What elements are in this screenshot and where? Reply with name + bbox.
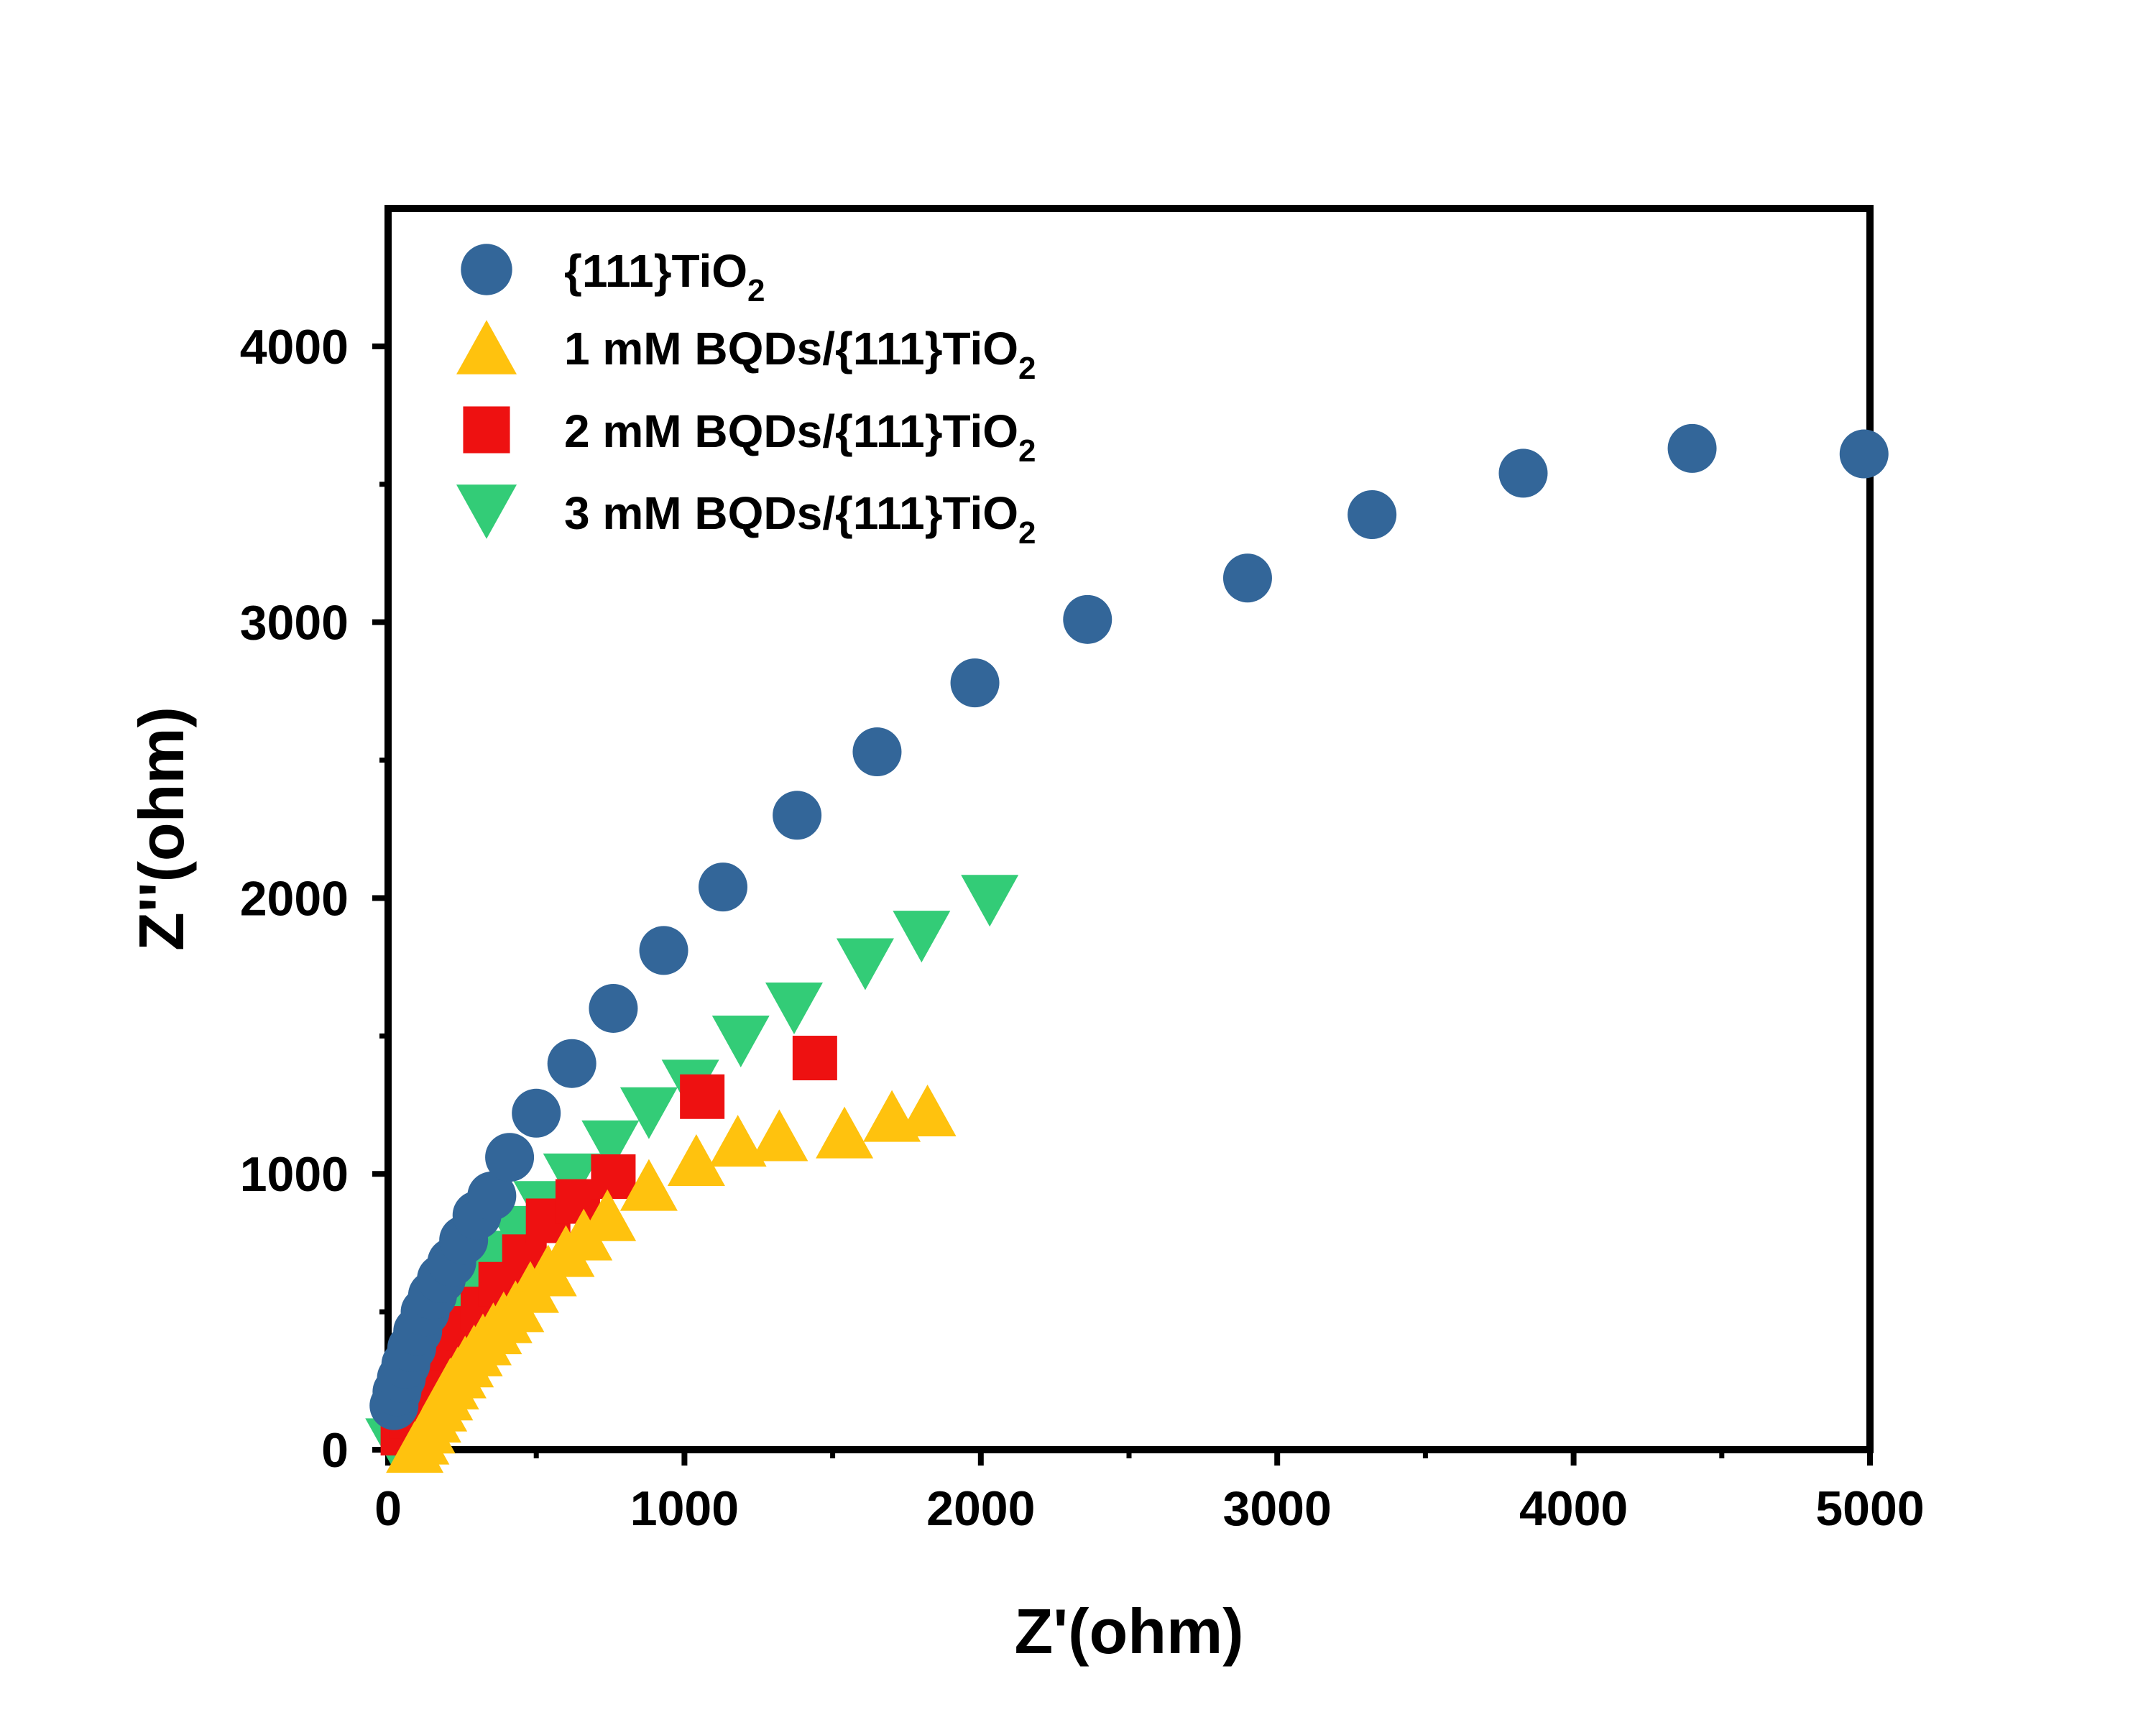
data-point (581, 1120, 640, 1172)
data-point (773, 791, 822, 840)
x-tick-label: 4000 (1519, 1481, 1628, 1536)
legend-label: 3 mM BQDs/{111}TiO2 (564, 487, 1036, 551)
data-point (619, 1159, 678, 1211)
data-point (1839, 429, 1889, 479)
x-axis-ticks: 0 1000 2000 3000 4000 5000 (374, 1450, 1925, 1536)
data-point (961, 875, 1019, 927)
legend: {111}TiO2 1 mM BQDs/{111}TiO2 2 mM BQDs/{1… (456, 244, 1036, 551)
plot-frame (384, 205, 1874, 1453)
y-tick-label: 0 (321, 1423, 349, 1478)
x-tick-label: 3000 (1223, 1481, 1332, 1536)
series-2 (386, 1084, 957, 1473)
data-point (591, 1154, 636, 1200)
x-tick-label: 0 (374, 1481, 402, 1536)
data-point (898, 1084, 957, 1136)
data-point (765, 982, 823, 1034)
data-point (512, 1088, 561, 1138)
y-tick-label: 3000 (240, 596, 349, 650)
data-point (467, 1171, 517, 1220)
data-point (579, 1189, 637, 1241)
data-point (639, 926, 688, 975)
x-axis-title: Z'(ohm) (1014, 1596, 1243, 1667)
data-point (485, 1133, 535, 1182)
legend-marker (461, 244, 512, 295)
data-point (1063, 594, 1112, 644)
data-point (792, 1036, 837, 1081)
series-1 (369, 423, 1889, 1430)
legend-marker (463, 406, 510, 454)
data-point (667, 1134, 725, 1187)
data-point (1667, 423, 1717, 473)
data-point (1348, 489, 1397, 539)
y-tick-label: 2000 (240, 871, 349, 926)
data-point (680, 1074, 725, 1119)
legend-label: 2 mM BQDs/{111}TiO2 (564, 405, 1036, 469)
data-point (1498, 448, 1548, 498)
legend-label: 1 mM BQDs/{111}TiO2 (564, 323, 1036, 386)
x-tick-label: 1000 (630, 1481, 739, 1536)
data-point (711, 1016, 770, 1068)
legend-marker (456, 320, 517, 374)
data-point (547, 1039, 596, 1088)
data-point (699, 862, 748, 912)
data-point (1222, 553, 1272, 603)
data-point (619, 1087, 678, 1139)
y-axis-ticks: 0 1000 2000 3000 4000 (240, 320, 388, 1478)
data-point (589, 983, 638, 1033)
data-points (365, 423, 1889, 1473)
legend-label: {111}TiO2 (564, 245, 765, 308)
data-point (836, 938, 894, 990)
legend-marker (456, 484, 517, 539)
x-tick-label: 5000 (1815, 1481, 1924, 1536)
data-point (750, 1109, 808, 1162)
data-point (816, 1106, 874, 1159)
y-tick-label: 4000 (240, 320, 349, 374)
data-point (852, 727, 902, 777)
data-point (709, 1115, 767, 1167)
data-point (893, 911, 951, 963)
x-tick-label: 2000 (926, 1481, 1035, 1536)
y-tick-label: 1000 (240, 1147, 349, 1202)
data-point (950, 658, 1000, 708)
y-axis-title: Z''(ohm) (126, 707, 197, 951)
